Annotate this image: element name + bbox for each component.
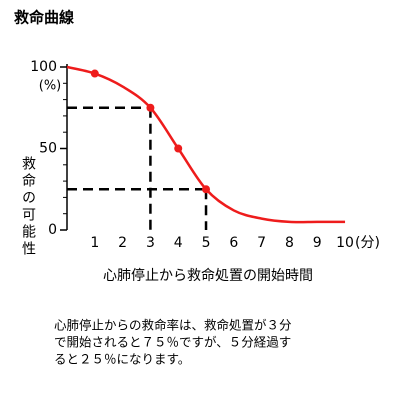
- annotation-line: 心肺停止からの救命率は、救命処置が３分: [54, 318, 292, 333]
- point: [90, 69, 99, 78]
- x-tick-label: 3: [146, 235, 155, 251]
- chart-title: 救命曲線: [14, 9, 74, 27]
- x-tick-label: 7: [257, 235, 266, 251]
- point: [202, 185, 211, 194]
- x-tick-label: 10: [336, 235, 354, 251]
- x-axis-label: 心肺停止から救命処置の開始時間: [103, 267, 313, 284]
- annotation-line: で開始されると７５％ですが、５分経過す: [54, 335, 291, 350]
- x-unit: (分): [355, 235, 380, 251]
- x-tick-label: 5: [202, 235, 211, 251]
- x-tick-label: 4: [174, 235, 183, 251]
- y-tick-label: 50: [39, 141, 57, 157]
- point: [174, 144, 183, 153]
- x-tick-label: 2: [118, 235, 127, 251]
- x-tick-label: 9: [313, 235, 322, 251]
- x-tick-label: 8: [285, 235, 294, 251]
- y-unit: (%): [39, 79, 62, 94]
- y-tick-label: 0: [48, 222, 57, 238]
- point: [146, 103, 155, 112]
- x-tick-label: 1: [90, 235, 99, 251]
- y-axis-label: 救命の可能性: [20, 156, 36, 258]
- x-tick-label: 6: [229, 235, 238, 251]
- y-tick-label: 100: [30, 59, 57, 75]
- annotation-line: ると２５％になります。: [54, 352, 190, 367]
